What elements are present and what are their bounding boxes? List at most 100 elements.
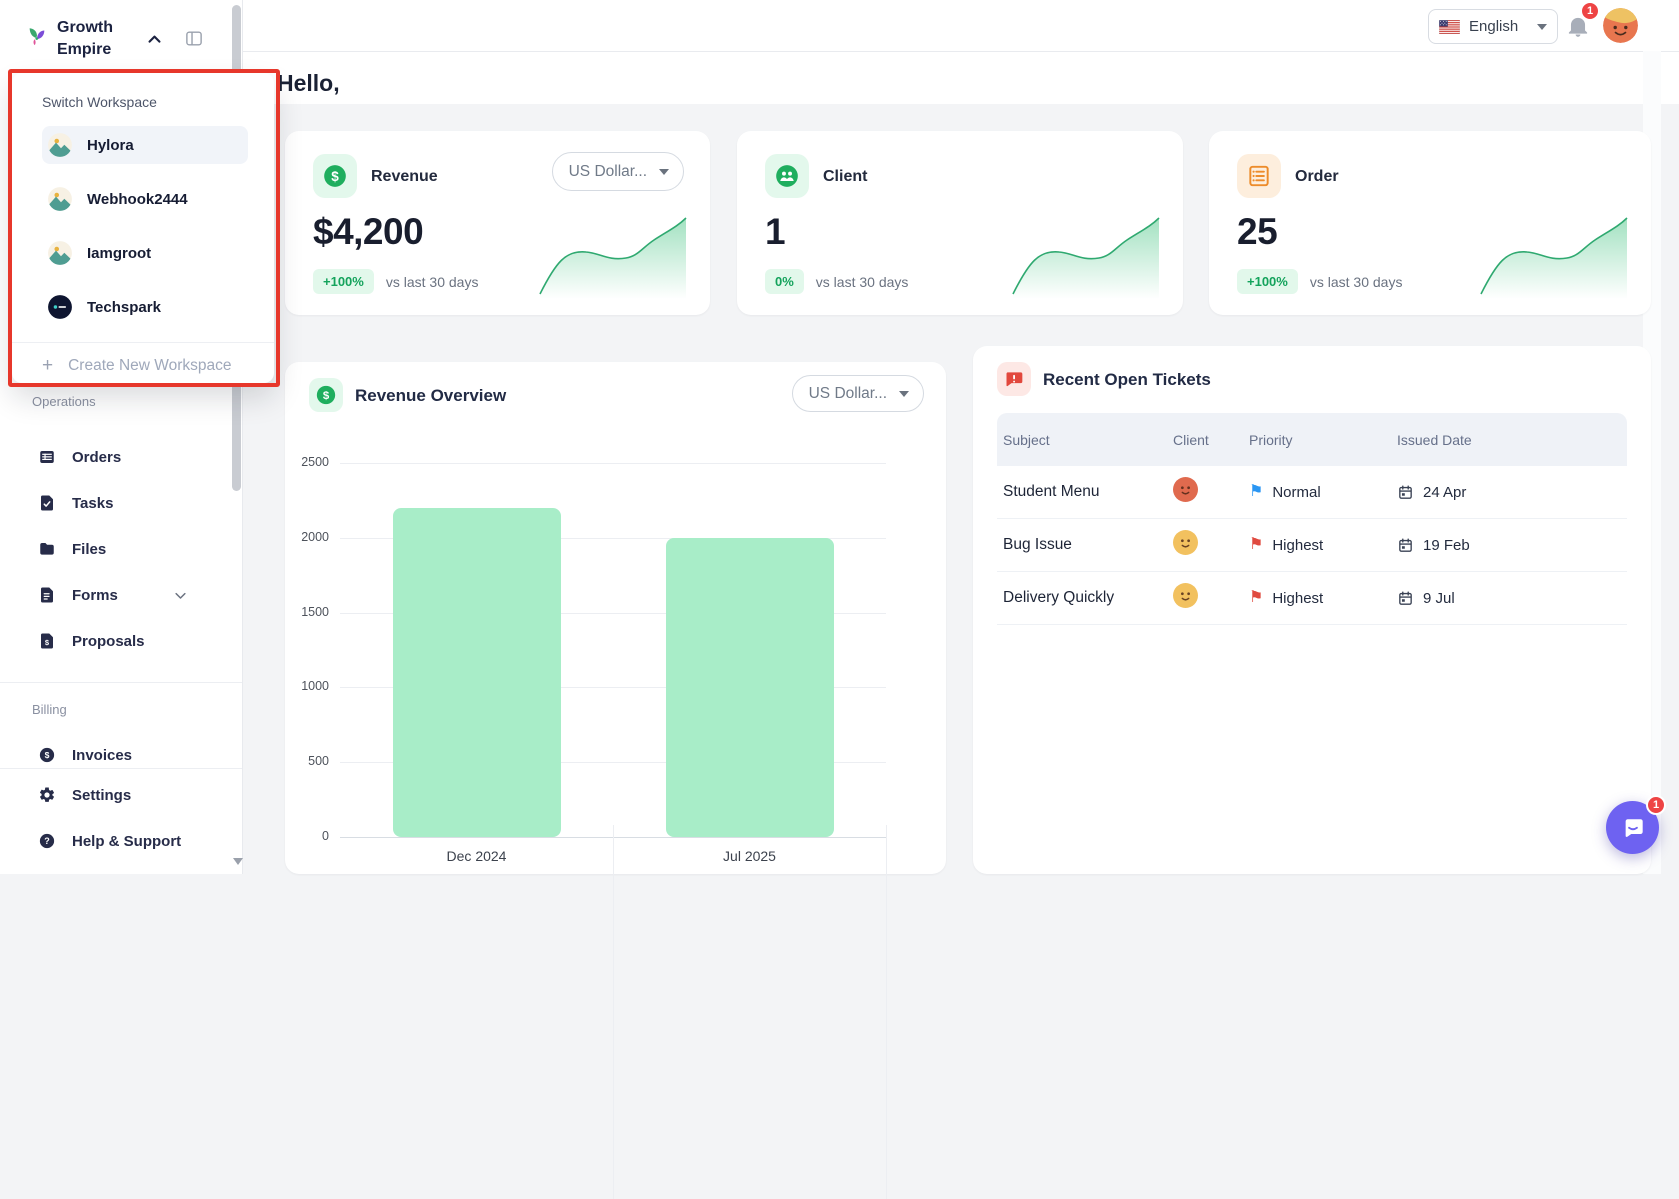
calendar-icon: [1397, 537, 1414, 554]
workspace-item[interactable]: Webhook2444: [42, 180, 248, 218]
stat-label: Revenue: [371, 168, 438, 185]
chat-bubble-icon: [1619, 814, 1647, 842]
section-label: Billing: [32, 702, 67, 717]
ticket-row[interactable]: Delivery Quickly ⚑ Highest 9 Jul: [997, 572, 1627, 625]
nav-item-icon: [38, 586, 56, 604]
tickets-title: Recent Open Tickets: [1043, 370, 1211, 389]
nav-item-label: Proposals: [72, 632, 145, 650]
stat-caption: vs last 30 days: [385, 273, 479, 290]
sidebar-nav-item[interactable]: Files: [0, 526, 230, 572]
bar: [392, 507, 561, 837]
client-face-icon: [1173, 477, 1198, 502]
issued-date: 9 Jul: [1423, 589, 1455, 607]
client-face-icon: [1173, 583, 1198, 608]
workspace-switcher-title: Switch Workspace: [42, 94, 157, 110]
gridline: [340, 687, 886, 689]
tickets-icon: [997, 362, 1031, 396]
sidebar-nav-item[interactable]: Help & Support: [0, 818, 230, 864]
column-header-subject: Subject: [1003, 431, 1050, 448]
nav-item-icon: [38, 448, 56, 466]
calendar-icon: [1397, 484, 1414, 501]
ticket-subject: Student Menu: [1003, 483, 1100, 500]
workspace-avatar-icon: [47, 132, 73, 158]
nav-item-label: Tasks: [72, 494, 114, 512]
sidebar-nav-item[interactable]: Settings: [0, 772, 230, 818]
sidebar-nav-item[interactable]: Orders: [0, 434, 230, 480]
chevron-down-icon: [899, 390, 909, 397]
stat-value: $4,200: [313, 211, 424, 252]
sidebar-section-operations: Operations Orders Tasks Files: [0, 392, 230, 664]
client-face-icon: [1173, 530, 1198, 555]
language-label: English: [1469, 18, 1519, 35]
sidebar-nav-item[interactable]: Forms: [0, 572, 230, 618]
greeting-text: Hello,: [277, 70, 340, 96]
brand-name: Growth Empire: [57, 19, 113, 58]
client-sparkline: [1012, 217, 1160, 299]
collapse-workspace-chevron-up-icon[interactable]: [146, 31, 163, 48]
language-selector[interactable]: English: [1428, 9, 1558, 44]
sidebar-scrollbar-down-arrow[interactable]: [233, 858, 243, 865]
plus-icon: +: [42, 355, 54, 376]
vertical-gridline: [613, 825, 614, 1199]
recent-tickets-card: Recent Open Tickets Subject Client Prior…: [973, 346, 1651, 874]
priority-flag-icon: ⚑: [1249, 589, 1264, 606]
currency-value: US Dollar...: [808, 384, 887, 402]
workspace-item[interactable]: Techspark: [42, 288, 248, 326]
nav-item-label: Invoices: [72, 746, 133, 764]
workspace-item[interactable]: Hylora: [42, 126, 248, 164]
chevron-down-icon: [1537, 23, 1547, 30]
chevron-down-icon: [659, 168, 669, 175]
ticket-row[interactable]: Student Menu ⚑ Normal 24 Apr: [997, 466, 1627, 519]
workspace-avatar-icon: [47, 186, 73, 212]
priority-label: Highest: [1272, 536, 1324, 554]
ticket-row[interactable]: Bug Issue ⚑ Highest 19 Feb: [997, 519, 1627, 572]
issued-date: 19 Feb: [1423, 536, 1470, 554]
ticket-subject: Delivery Quickly: [1003, 589, 1115, 606]
y-tick-label: 1000: [301, 679, 329, 694]
create-workspace-button[interactable]: + Create New Workspace: [12, 356, 274, 375]
chevron-down-icon[interactable]: [173, 588, 188, 603]
y-tick-label: 500: [308, 754, 329, 769]
ticket-subject: Bug Issue: [1003, 536, 1072, 553]
client-avatar: [1173, 530, 1198, 555]
revenue-overview-icon: [309, 378, 343, 412]
workspace-name: Iamgroot: [87, 244, 152, 262]
sidebar-nav-item[interactable]: Proposals: [0, 618, 230, 664]
sidebar-nav-item[interactable]: Invoices: [0, 732, 230, 778]
operations-nav-list: Orders Tasks Files Forms: [0, 434, 230, 664]
plot-right-border: [886, 825, 887, 1199]
workspace-switcher-panel: Switch Workspace Hylora Webhook2444 Iamg…: [12, 73, 274, 383]
y-tick-label: 0: [322, 829, 329, 843]
currency-select[interactable]: US Dollar...: [551, 152, 684, 191]
workspace-item[interactable]: Iamgroot: [42, 234, 248, 272]
client-icon: [765, 154, 809, 198]
user-avatar[interactable]: [1603, 8, 1638, 43]
tickets-table: Subject Client Priority Issued Date Stud…: [997, 413, 1627, 625]
priority-flag-icon: ⚑: [1249, 483, 1264, 500]
issued-date: 24 Apr: [1423, 483, 1467, 501]
sidebar-nav-item[interactable]: Tasks: [0, 480, 230, 526]
nav-item-label: Settings: [72, 786, 132, 804]
revenue-sparkline: [539, 217, 687, 299]
sidebar-toggle-icon[interactable]: [184, 29, 204, 48]
gridline: [340, 612, 886, 614]
calendar-icon: [1397, 590, 1414, 607]
column-header-priority: Priority: [1249, 431, 1293, 448]
currency-value: US Dollar...: [568, 162, 647, 180]
workspace-name: Techspark: [87, 298, 161, 316]
column-header-issued-date: Issued Date: [1397, 431, 1472, 448]
chat-badge: 1: [1646, 795, 1666, 815]
nav-item-label: Orders: [72, 448, 122, 466]
stat-caption: vs last 30 days: [815, 273, 909, 290]
client-stat-card: Client 1 0% vs last 30 days: [737, 131, 1183, 315]
client-avatar: [1173, 583, 1198, 608]
avatar-face-icon: [1603, 8, 1638, 43]
nav-item-icon: [38, 632, 56, 650]
chart-currency-select[interactable]: US Dollar...: [791, 375, 924, 412]
workspace-name: Hylora: [87, 136, 134, 154]
gridline: [340, 762, 886, 764]
stat-caption: vs last 30 days: [1309, 273, 1403, 290]
x-axis-label: Jul 2025: [723, 848, 776, 864]
gridline: [340, 537, 886, 539]
order-stat-card: Order 25 +100% vs last 30 days: [1209, 131, 1651, 315]
